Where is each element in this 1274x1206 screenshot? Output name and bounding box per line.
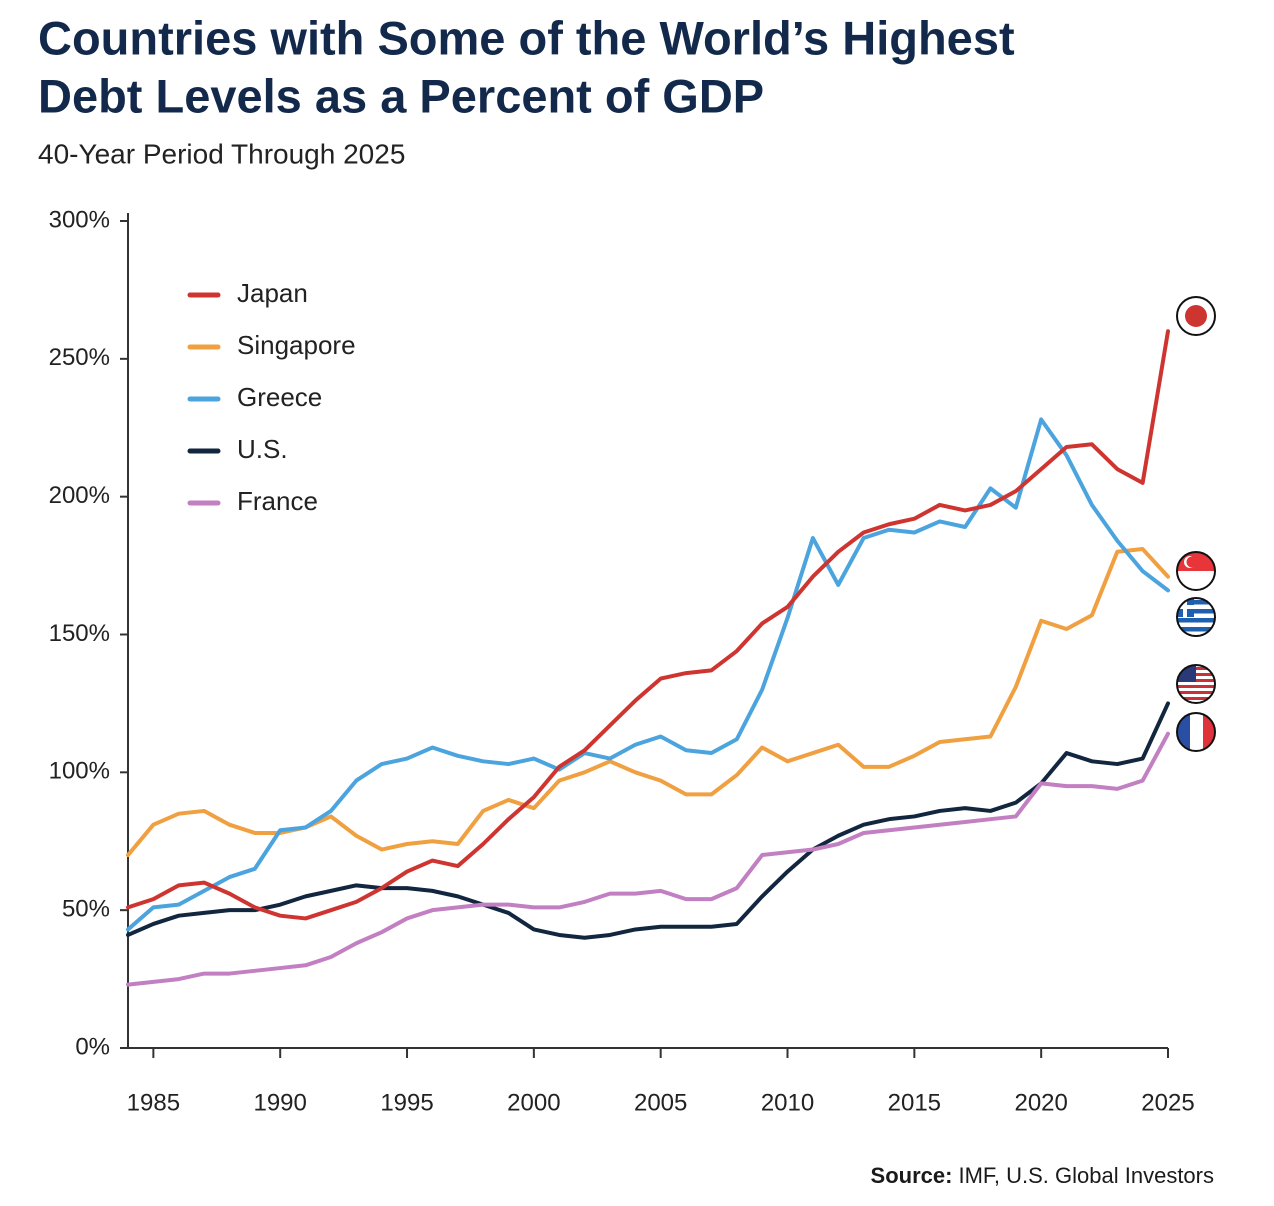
- x-tick-label: 2025: [1141, 1089, 1194, 1116]
- flag-japan: [1176, 296, 1216, 336]
- legend-label: U.S.: [237, 434, 288, 464]
- legend-label: Singapore: [237, 330, 356, 360]
- source: Source: IMF, U.S. Global Investors: [871, 1163, 1214, 1188]
- flag-greece: [1176, 597, 1216, 637]
- x-tick-label: 2015: [888, 1089, 941, 1116]
- flag-singapore: [1176, 551, 1216, 591]
- chart-title: Countries with Some of the World’s Highe…: [38, 11, 1015, 64]
- chart-subtitle: 40-Year Period Through 2025: [38, 138, 405, 169]
- x-tick-label: 1985: [127, 1089, 180, 1116]
- y-tick-label: 150%: [49, 620, 110, 647]
- y-tick-label: 50%: [62, 896, 110, 923]
- chart-title: Debt Levels as a Percent of GDP: [38, 69, 764, 122]
- flag-us: [1176, 664, 1216, 704]
- y-tick-label: 300%: [49, 206, 110, 233]
- y-tick-label: 0%: [75, 1033, 110, 1060]
- x-tick-label: 1995: [380, 1089, 433, 1116]
- x-tick-label: 1990: [253, 1089, 306, 1116]
- y-tick-label: 200%: [49, 482, 110, 509]
- y-tick-label: 100%: [49, 758, 110, 785]
- line-series: [126, 701, 1170, 940]
- legend-label: Greece: [237, 382, 322, 412]
- x-tick-label: 2005: [634, 1089, 687, 1116]
- line-series: [126, 417, 1170, 932]
- line-series: [126, 731, 1170, 987]
- x-tick-label: 2010: [761, 1089, 814, 1116]
- flag-france: [1176, 712, 1216, 752]
- legend-label: France: [237, 486, 318, 516]
- legend-label: Japan: [237, 278, 308, 308]
- line-series: [126, 547, 1170, 858]
- y-tick-label: 250%: [49, 344, 110, 371]
- x-tick-label: 2000: [507, 1089, 560, 1116]
- line-series: [126, 329, 1170, 921]
- source-label: Source:: [871, 1163, 953, 1188]
- source-text: IMF, U.S. Global Investors: [958, 1163, 1214, 1188]
- x-tick-label: 2020: [1014, 1089, 1067, 1116]
